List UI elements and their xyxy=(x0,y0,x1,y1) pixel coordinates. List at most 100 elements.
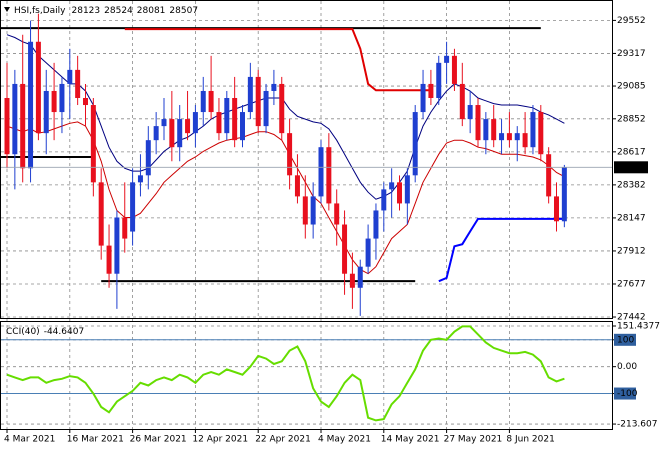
candle-body xyxy=(318,147,324,197)
candle-body xyxy=(365,238,371,267)
candle-body xyxy=(114,217,120,274)
candle-body xyxy=(310,196,316,225)
y-tick-label: 100 xyxy=(617,335,634,345)
candle-body xyxy=(522,133,528,148)
candle-body xyxy=(397,182,402,204)
candle-body xyxy=(137,175,143,183)
cci-title: CCI(40) xyxy=(6,327,40,337)
last-price-box xyxy=(614,161,648,174)
last-price-label: 28507 xyxy=(617,163,646,173)
last-high: 28524 xyxy=(104,6,133,16)
candle-body xyxy=(357,266,363,288)
candle-body xyxy=(538,112,544,155)
candle-body xyxy=(436,62,442,98)
x-tick-label: 12 Apr 2021 xyxy=(192,435,248,445)
x-tick-label: 4 May 2021 xyxy=(318,435,371,445)
candle-body xyxy=(106,245,112,274)
chart-header: HSI,fs,Daily 28123 28524 28081 28507 xyxy=(14,6,198,16)
candle-body xyxy=(185,119,191,134)
candle-body xyxy=(514,133,520,141)
candle-body xyxy=(12,83,18,155)
candle-body xyxy=(200,90,206,113)
cci-last: -44.6407 xyxy=(44,327,84,337)
candle-body xyxy=(459,83,465,120)
candle-body xyxy=(51,90,57,113)
candle-body xyxy=(247,76,253,113)
candle-body xyxy=(279,83,285,134)
candle-body xyxy=(177,119,183,148)
candle-body xyxy=(83,97,88,106)
candle-body xyxy=(232,97,238,141)
price-panel-frame xyxy=(0,0,613,319)
candle-body xyxy=(224,97,230,134)
y-tick-label: 0.00 xyxy=(617,362,637,372)
y-tick-label: -213.607 xyxy=(617,420,657,430)
candle-body xyxy=(554,196,559,222)
indicator-line xyxy=(438,217,565,283)
candle-body xyxy=(28,41,34,169)
candle-body xyxy=(483,119,489,141)
candle-body xyxy=(302,196,308,225)
candle-body xyxy=(420,83,426,113)
candle-body xyxy=(475,105,481,141)
candle-body xyxy=(59,83,65,113)
candle-body xyxy=(161,119,167,127)
candle-body xyxy=(216,112,222,134)
cci-header: CCI(40) -44.6407 xyxy=(6,327,84,337)
candle-body xyxy=(255,76,261,127)
candle-body xyxy=(561,167,567,222)
last-open: 28123 xyxy=(72,6,101,16)
y-tick-label: 28852 xyxy=(617,114,646,124)
y-tick-label: -100 xyxy=(617,389,638,399)
cci-panel-frame xyxy=(0,321,613,430)
candle-body xyxy=(444,55,450,63)
candle-body xyxy=(75,69,81,98)
candle-body xyxy=(67,69,73,84)
candle-body xyxy=(240,112,245,141)
candle-body xyxy=(122,217,128,239)
y-tick-label: 27912 xyxy=(617,246,646,256)
candle-body xyxy=(43,90,49,134)
x-tick-label: 16 Mar 2021 xyxy=(67,435,124,445)
menu-arrow[interactable] xyxy=(4,7,10,12)
candle-body xyxy=(35,41,41,134)
y-tick-box xyxy=(614,333,636,346)
candle-body xyxy=(506,133,512,141)
candle-body xyxy=(145,140,151,176)
candle-body xyxy=(192,112,198,134)
x-tick-label: 8 Jun 2021 xyxy=(506,435,554,445)
candle-body xyxy=(491,119,497,141)
last-low: 28081 xyxy=(137,6,166,16)
y-tick-label: 27677 xyxy=(617,279,646,289)
candle-body xyxy=(98,182,104,246)
candle-body xyxy=(20,83,26,169)
candle-body xyxy=(373,210,379,239)
candle-body xyxy=(412,112,418,176)
candle-body xyxy=(342,224,348,274)
indicator-line xyxy=(6,121,565,275)
candle-body xyxy=(467,105,473,120)
candle-body xyxy=(428,83,434,98)
candle-body xyxy=(294,175,300,197)
y-tick-label: 151.4377 xyxy=(617,321,660,331)
y-tick-label: 28382 xyxy=(617,180,646,190)
candle-body xyxy=(208,90,214,113)
y-tick-label: 29552 xyxy=(617,16,646,26)
x-tick-label: 27 May 2021 xyxy=(444,435,503,445)
candle-body xyxy=(326,147,332,204)
x-tick-label: 22 Apr 2021 xyxy=(255,435,311,445)
candle-body xyxy=(90,105,96,183)
candle-body xyxy=(404,175,410,204)
candle-body xyxy=(349,273,355,288)
candle-body xyxy=(4,97,10,155)
x-tick-label: 14 May 2021 xyxy=(381,435,440,445)
candle-body xyxy=(334,203,340,225)
y-tick-label: 29085 xyxy=(617,82,646,92)
indicator-line xyxy=(6,34,565,200)
candle-body xyxy=(169,119,175,148)
candle-body xyxy=(530,112,536,148)
candle-body xyxy=(287,133,293,176)
